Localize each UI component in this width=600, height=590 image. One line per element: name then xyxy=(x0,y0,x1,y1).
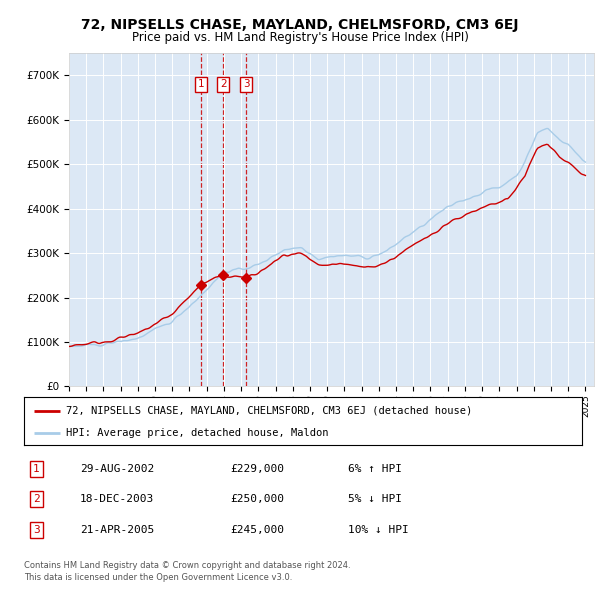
Text: 29-AUG-2002: 29-AUG-2002 xyxy=(80,464,154,474)
Text: 21-APR-2005: 21-APR-2005 xyxy=(80,525,154,535)
Text: 5% ↓ HPI: 5% ↓ HPI xyxy=(347,494,401,504)
Text: 2: 2 xyxy=(33,494,40,504)
Text: 2: 2 xyxy=(220,79,227,89)
Text: Contains HM Land Registry data © Crown copyright and database right 2024.: Contains HM Land Registry data © Crown c… xyxy=(24,560,350,570)
Text: HPI: Average price, detached house, Maldon: HPI: Average price, detached house, Mald… xyxy=(66,428,328,438)
Text: 1: 1 xyxy=(197,79,204,89)
Text: £245,000: £245,000 xyxy=(230,525,284,535)
Text: 72, NIPSELLS CHASE, MAYLAND, CHELMSFORD, CM3 6EJ: 72, NIPSELLS CHASE, MAYLAND, CHELMSFORD,… xyxy=(81,18,519,32)
Text: £250,000: £250,000 xyxy=(230,494,284,504)
Text: 10% ↓ HPI: 10% ↓ HPI xyxy=(347,525,409,535)
Text: 6% ↑ HPI: 6% ↑ HPI xyxy=(347,464,401,474)
Text: 72, NIPSELLS CHASE, MAYLAND, CHELMSFORD, CM3 6EJ (detached house): 72, NIPSELLS CHASE, MAYLAND, CHELMSFORD,… xyxy=(66,405,472,415)
Text: 18-DEC-2003: 18-DEC-2003 xyxy=(80,494,154,504)
Text: 3: 3 xyxy=(243,79,250,89)
Text: 3: 3 xyxy=(33,525,40,535)
Text: 1: 1 xyxy=(33,464,40,474)
Text: This data is licensed under the Open Government Licence v3.0.: This data is licensed under the Open Gov… xyxy=(24,572,292,582)
Text: £229,000: £229,000 xyxy=(230,464,284,474)
Text: Price paid vs. HM Land Registry's House Price Index (HPI): Price paid vs. HM Land Registry's House … xyxy=(131,31,469,44)
